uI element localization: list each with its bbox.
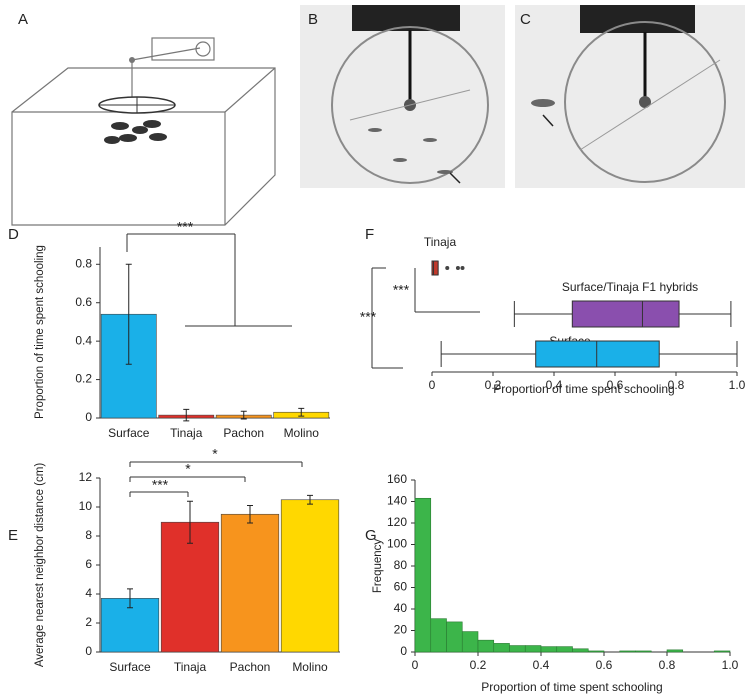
y-tick-label: 0.8	[75, 256, 92, 270]
histogram-bar	[414, 497, 432, 653]
y-tick-label: 0	[85, 410, 92, 424]
y-tick-label: 60	[394, 580, 408, 594]
y-tick-label: 120	[387, 515, 407, 529]
x-tick-label: Tinaja	[174, 660, 207, 674]
significance: ***	[152, 477, 169, 493]
x-tick-label: Molino	[292, 660, 328, 674]
x-tick-label: 0.8	[668, 378, 685, 392]
bar	[280, 499, 340, 653]
histogram-bar	[477, 639, 495, 653]
histogram-bar	[524, 645, 542, 653]
error-bar	[298, 407, 305, 417]
panel-label: A	[18, 11, 28, 28]
panel-label: G	[365, 527, 377, 544]
histogram-bar	[572, 648, 589, 653]
y-tick-label: 0.2	[75, 372, 92, 386]
significance: ***	[177, 219, 194, 235]
histogram-bar	[587, 650, 605, 653]
y-tick-label: 12	[79, 470, 93, 484]
histogram-bar	[713, 650, 731, 653]
x-tick-label: Surface	[109, 660, 151, 674]
significance: ***	[393, 282, 410, 298]
error-bar	[240, 410, 247, 420]
photo-c	[515, 5, 745, 188]
y-axis-label: Average nearest neighbor distance (cm)	[34, 463, 46, 668]
histogram-bar	[493, 643, 510, 653]
y-axis-label: Proportion of time spent schooling	[34, 245, 46, 419]
box	[535, 340, 660, 368]
y-tick-label: 0	[85, 644, 92, 658]
x-tick-label: 0	[429, 378, 436, 392]
histogram-bar	[461, 631, 479, 653]
x-axis-label: Proportion of time spent schooling	[493, 382, 674, 396]
error-bar	[183, 408, 190, 422]
error-bar	[127, 588, 133, 609]
y-tick-label: 140	[387, 494, 407, 508]
y-tick-label: 0	[400, 644, 407, 658]
outlier	[460, 266, 465, 270]
panel-label: E	[8, 527, 18, 544]
x-tick-label: Surface	[108, 426, 150, 440]
histogram-bar	[635, 650, 652, 653]
histogram-bar	[666, 649, 684, 653]
significance: ***	[360, 309, 377, 325]
histogram-bar	[540, 646, 558, 653]
x-tick-label: 0.4	[533, 658, 550, 672]
panel-label: F	[365, 226, 374, 243]
photo-b	[300, 5, 505, 188]
y-tick-label: 100	[387, 537, 407, 551]
y-tick-label: 6	[85, 557, 92, 571]
histogram-bar	[446, 621, 463, 653]
y-tick-label: 4	[85, 586, 92, 600]
error-bar	[125, 263, 132, 365]
x-tick-label: 0.8	[659, 658, 676, 672]
x-tick-label: 0.2	[470, 658, 487, 672]
panel-label: D	[8, 226, 19, 243]
y-tick-label: 20	[394, 623, 408, 637]
x-tick-label: 0.2	[485, 378, 502, 392]
x-tick-label: Tinaja	[170, 426, 203, 440]
significance: *	[212, 446, 218, 462]
bar	[160, 521, 220, 653]
outlier	[455, 266, 460, 270]
x-tick-label: 1.0	[729, 378, 746, 392]
y-tick-label: 80	[394, 558, 408, 572]
x-tick-label: 1.0	[722, 658, 739, 672]
y-tick-label: 40	[394, 601, 408, 615]
y-tick-label: 160	[387, 472, 407, 486]
panel-label: B	[308, 11, 318, 28]
x-tick-label: 0.6	[596, 658, 613, 672]
x-tick-label: 0.4	[546, 378, 563, 392]
histogram-bar	[509, 645, 526, 653]
outlier	[445, 266, 450, 270]
x-tick-label: 0	[412, 658, 419, 672]
x-axis-label: Proportion of time spent schooling	[481, 680, 662, 694]
box	[571, 300, 680, 328]
x-tick-label: Pachon	[230, 660, 271, 674]
apparatus-illustration	[11, 37, 276, 226]
series-label: Tinaja	[424, 235, 457, 249]
series-label: Surface/Tinaja F1 hybrids	[562, 280, 698, 294]
histogram-bar	[556, 646, 573, 653]
error-bar	[307, 494, 313, 505]
y-tick-label: 0.4	[75, 333, 92, 347]
histogram-bar	[619, 650, 636, 653]
error-bar	[247, 505, 253, 524]
x-tick-label: Pachon	[223, 426, 264, 440]
y-tick-label: 10	[79, 499, 93, 513]
significance: *	[185, 461, 191, 477]
x-tick-label: 0.6	[607, 378, 624, 392]
histogram-bar	[430, 618, 447, 653]
panel-label: C	[520, 11, 531, 28]
y-tick-label: 0.6	[75, 295, 92, 309]
y-tick-label: 8	[85, 528, 92, 542]
box	[431, 260, 439, 276]
error-bar	[187, 500, 193, 544]
bar	[220, 513, 280, 653]
y-axis-label: Frequency	[372, 539, 384, 594]
y-tick-label: 2	[85, 615, 92, 629]
x-tick-label: Molino	[284, 426, 320, 440]
